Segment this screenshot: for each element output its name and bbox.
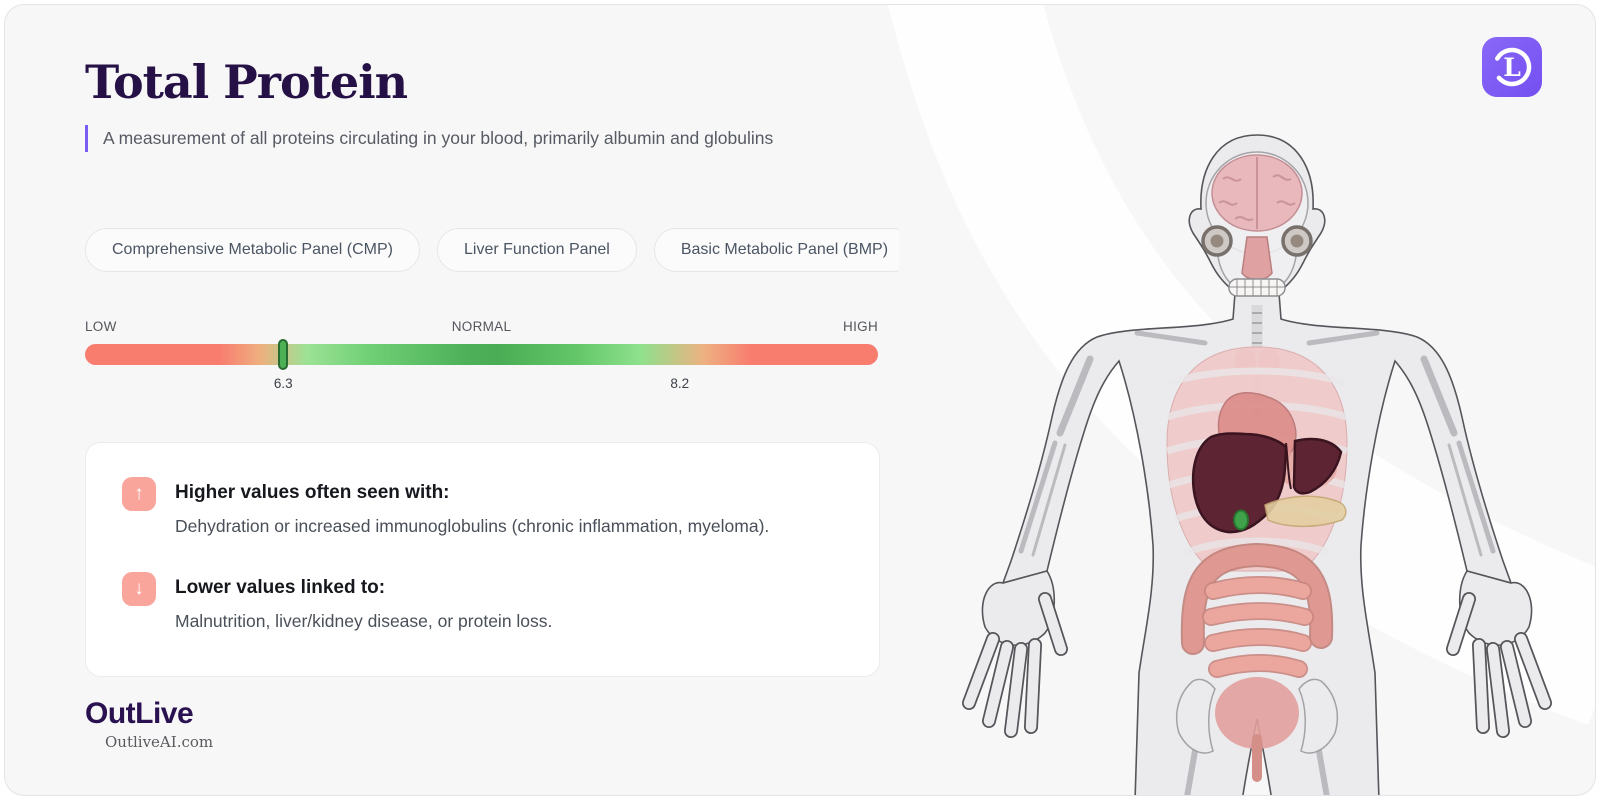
- description-block: A measurement of all proteins circulatin…: [85, 125, 830, 153]
- range-gradient-bar: [85, 339, 878, 370]
- higher-values-text: Dehydration or increased immunoglobulins…: [175, 516, 770, 536]
- teeth: [1228, 278, 1286, 297]
- description-text: A measurement of all proteins circulatin…: [103, 128, 774, 148]
- high-boundary-value: 8.2: [670, 376, 690, 391]
- range-labels: LOW NORMAL HIGH: [85, 319, 878, 339]
- low-boundary-value: 6.3: [273, 376, 293, 391]
- right-hand: [1446, 570, 1552, 738]
- app-logo-icon: L: [1492, 47, 1532, 87]
- higher-values-row: ↑ Higher values often seen with: Dehydra…: [122, 477, 843, 539]
- app-logo-button[interactable]: L: [1482, 37, 1542, 97]
- reference-range: LOW NORMAL HIGH 6.3 8.2: [85, 319, 878, 394]
- higher-values-heading: Higher values often seen with:: [175, 482, 450, 503]
- anatomical-body-illustration: [962, 134, 1552, 795]
- panel-tag-bmp[interactable]: Basic Metabolic Panel (BMP): [653, 228, 899, 272]
- low-label: LOW: [85, 319, 117, 334]
- panel-tag-liver-function[interactable]: Liver Function Panel: [437, 228, 637, 272]
- panel-tag-cmp[interactable]: Comprehensive Metabolic Panel (CMP): [85, 228, 420, 272]
- lower-values-heading: Lower values linked to:: [175, 577, 386, 599]
- panel-tags: Comprehensive Metabolic Panel (CMP) Live…: [85, 228, 899, 274]
- pancreas: [1264, 495, 1347, 528]
- range-boundary-values: 6.3 8.2: [85, 376, 878, 394]
- gallbladder: [1233, 509, 1249, 531]
- brand-site-url: OutliveAI.com: [105, 733, 214, 751]
- insights-card: ↑ Higher values often seen with: Dehydra…: [85, 442, 880, 677]
- brand-wordmark: OutLive: [85, 697, 194, 730]
- normal-label: NORMAL: [451, 319, 512, 334]
- arrow-down-icon: ↓: [122, 572, 156, 607]
- brain: [1211, 154, 1303, 232]
- intestines: [1180, 542, 1334, 678]
- pelvis: [1175, 677, 1339, 782]
- eyes: [1201, 225, 1313, 257]
- page-title: Total Protein: [85, 55, 408, 109]
- arrow-up-icon: ↑: [122, 477, 156, 511]
- range-marker: [278, 339, 289, 370]
- liver-highlight: [1191, 432, 1343, 534]
- card-background: Total Protein A measurement of all prote…: [4, 4, 1596, 796]
- app-logo-letter: L: [1503, 53, 1521, 82]
- high-label: HIGH: [843, 319, 878, 334]
- nose: [1241, 236, 1273, 281]
- lower-values-text: Malnutrition, liver/kidney disease, or p…: [175, 611, 553, 632]
- lower-values-row: ↓ Lower values linked to: Malnutrition, …: [122, 572, 843, 634]
- left-hand: [962, 570, 1068, 738]
